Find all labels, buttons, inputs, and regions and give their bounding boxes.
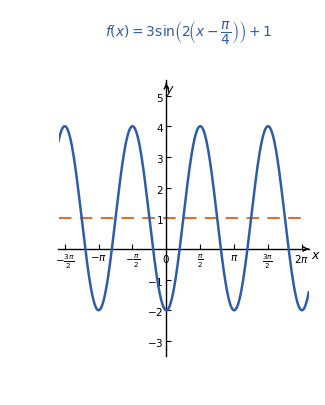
Text: $f(x) = 3\sin\!\left(2\!\left(x - \dfrac{\pi}{4}\right)\right) + 1$: $f(x) = 3\sin\!\left(2\!\left(x - \dfrac… xyxy=(105,19,272,46)
Text: $y$: $y$ xyxy=(165,84,175,98)
Text: $x$: $x$ xyxy=(311,248,321,261)
